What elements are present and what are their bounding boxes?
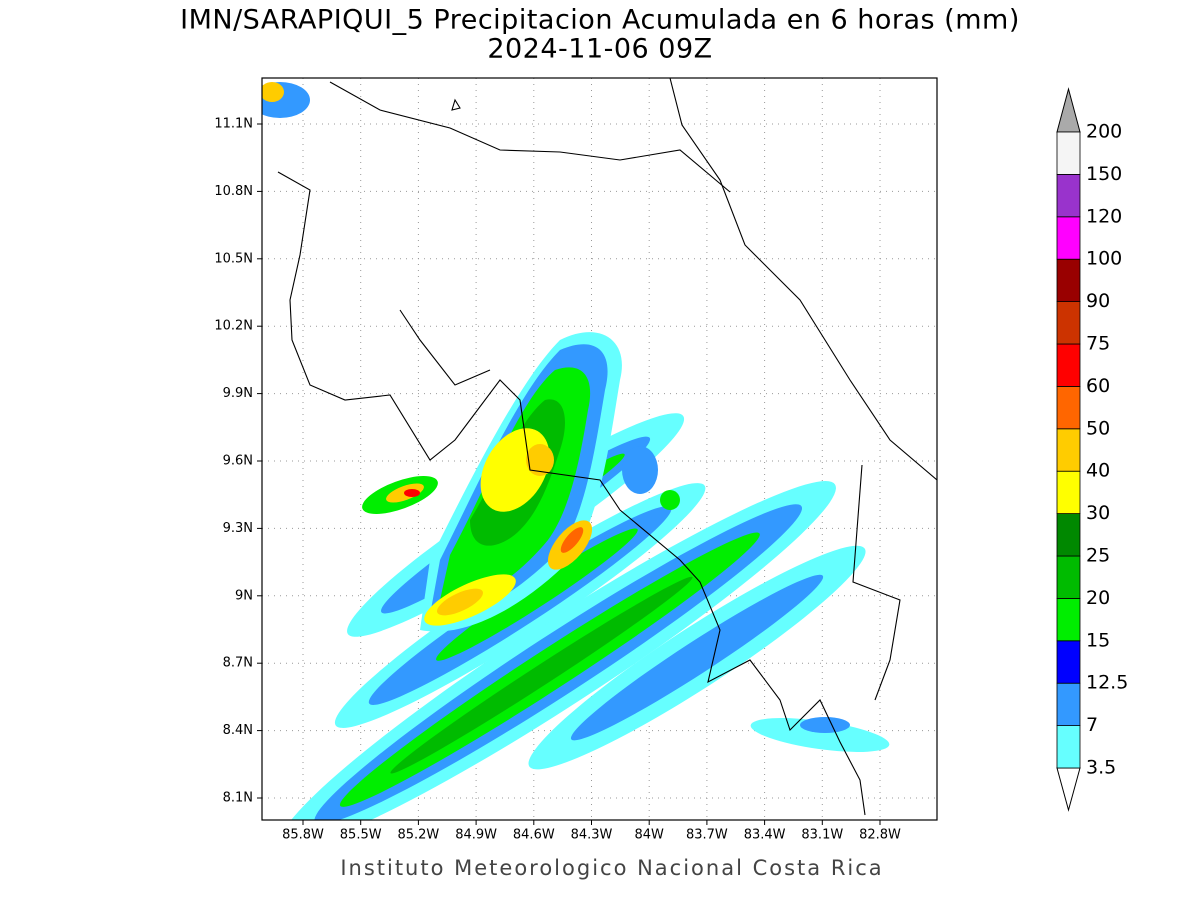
lon-tick-label: 84W [634,828,664,843]
colorbar-label: 25 [1086,545,1110,567]
axis-ticks: 85.8W 85.5W 85.2W 84.9W 84.6W 84.3W 84W 83.7W 83… [214,117,901,843]
colorbar-low-triangle [1056,767,1081,812]
lat-tick-label: 9.3N [223,521,253,536]
colorbar-label: 20 [1086,587,1110,609]
colorbar-segment [1056,131,1081,175]
lon-tick-label: 83.1W [801,828,843,843]
lon-tick-label: 83.4W [744,828,786,843]
lon-tick-label: 84.9W [455,828,497,843]
lat-tick-label: 10.8N [214,184,253,199]
colorbar-label: 100 [1086,248,1122,270]
colorbar-label: 30 [1086,502,1110,524]
colorbar-segment [1056,513,1081,557]
lat-tick-label: 9N [235,588,253,603]
colorbar-segment [1056,258,1081,303]
lat-tick-label: 9.9N [223,386,253,401]
lon-tick-label: 85.5W [340,828,382,843]
colorbar-label: 15 [1086,629,1110,651]
colorbar-label: 60 [1086,375,1110,397]
colorbar-label: 90 [1086,290,1110,312]
colorbar-label: 75 [1086,333,1110,355]
colorbar-label: 150 [1086,163,1122,185]
map-frame [261,77,938,821]
lat-tick-label: 8.4N [223,723,253,738]
colorbar-segment [1056,428,1081,472]
colorbar-segment [1056,216,1081,260]
colorbar-label: 12.5 [1086,672,1128,694]
colorbar-segment [1056,682,1081,727]
colorbar-segment [1056,640,1081,684]
lat-tick-label: 10.2N [214,319,253,334]
lat-tick-label: 9.6N [223,454,253,469]
colorbar-segment [1056,343,1081,387]
colorbar-segment [1056,385,1081,430]
colorbar-label: 50 [1086,417,1110,439]
lat-tick-label: 8.7N [223,656,253,671]
colorbar-label: 7 [1086,714,1098,736]
lon-tick-label: 84.6W [513,828,555,843]
colorbar-label: 40 [1086,460,1110,482]
lon-tick-label: 83.7W [686,828,728,843]
colorbar-label: 120 [1086,205,1122,227]
colorbar-high-triangle [1056,87,1081,133]
colorbar-segment [1056,555,1081,599]
colorbar-segment [1056,725,1081,769]
colorbar-segment [1056,470,1081,515]
map-subtitle: 2024-11-06 09Z [487,34,712,65]
lat-tick-label: 10.5N [214,251,253,266]
colorbar-segment [1056,301,1081,345]
boundaries [277,78,937,816]
lat-tick-label: 11.1N [214,117,253,132]
precipitation-field [262,82,890,820]
footer: Instituto Meteorologico Nacional Costa R… [340,856,883,880]
colorbar-segment [1056,173,1081,218]
lon-tick-label: 85.2W [397,828,439,843]
colorbar-label: 3.5 [1086,757,1116,779]
colorbar-label: 200 [1086,121,1122,143]
map-title: IMN/SARAPIQUI_5 Precipitacion Acumulada … [180,5,1020,36]
lon-tick-label: 85.8W [282,828,324,843]
lon-tick-label: 82.8W [859,828,901,843]
lon-tick-label: 84.3W [571,828,613,843]
lat-tick-label: 8.1N [223,791,253,806]
colorbar: 3.5 7 12.5 15 20 25 30 40 50 60 75 90 100 120 150 200 [1056,87,1128,812]
colorbar-segment [1056,598,1081,642]
